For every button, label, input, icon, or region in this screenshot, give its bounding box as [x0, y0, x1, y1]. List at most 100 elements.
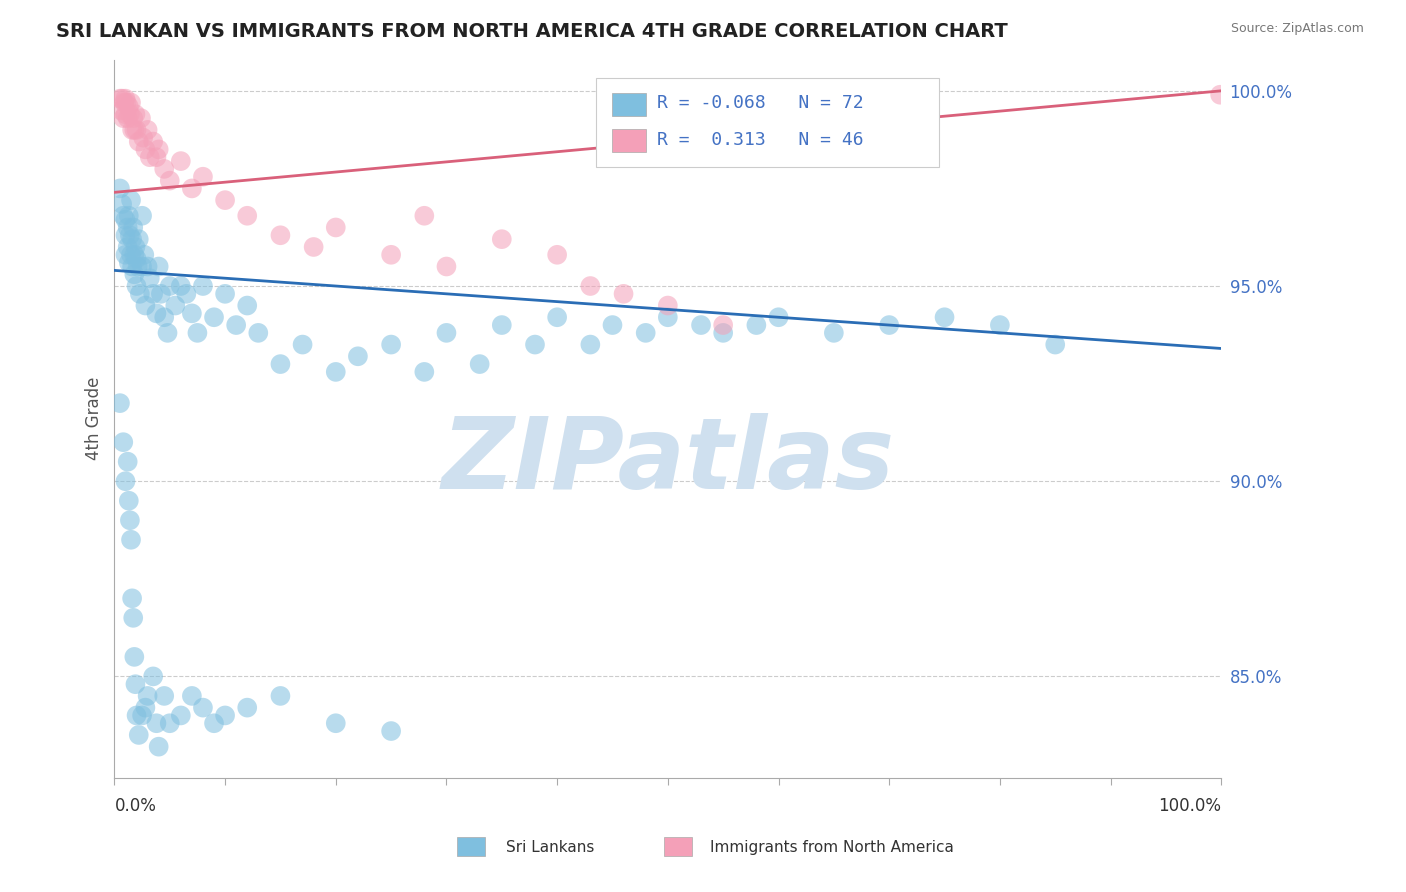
Point	[139, 150, 162, 164]
Point	[128, 135, 150, 149]
Point	[491, 232, 513, 246]
Point	[122, 111, 145, 125]
Point	[112, 95, 135, 110]
Point	[125, 123, 148, 137]
Point	[325, 716, 347, 731]
Point	[131, 209, 153, 223]
Point	[202, 310, 225, 325]
Point	[380, 248, 402, 262]
Bar	[613, 128, 645, 153]
Point	[156, 326, 179, 340]
Point	[191, 169, 214, 184]
Point	[112, 435, 135, 450]
Point	[122, 611, 145, 625]
Point	[129, 111, 152, 125]
Point	[236, 209, 259, 223]
Point	[114, 228, 136, 243]
Point	[225, 318, 247, 332]
Point	[436, 326, 458, 340]
Point	[114, 248, 136, 262]
Point	[823, 326, 845, 340]
Point	[214, 193, 236, 207]
Point	[149, 286, 172, 301]
Point	[413, 209, 436, 223]
Point	[118, 107, 141, 121]
Point	[711, 326, 734, 340]
Text: SRI LANKAN VS IMMIGRANTS FROM NORTH AMERICA 4TH GRADE CORRELATION CHART: SRI LANKAN VS IMMIGRANTS FROM NORTH AMER…	[56, 22, 1008, 41]
Text: Sri Lankans: Sri Lankans	[506, 840, 595, 855]
Point	[380, 724, 402, 739]
Point	[690, 318, 713, 332]
Text: 100.0%: 100.0%	[1159, 797, 1222, 815]
Text: ZIPatlas: ZIPatlas	[441, 413, 894, 510]
Point	[1209, 87, 1232, 102]
Point	[170, 279, 193, 293]
Point	[768, 310, 790, 325]
Point	[124, 677, 146, 691]
Point	[136, 260, 159, 274]
Point	[711, 318, 734, 332]
Point	[491, 318, 513, 332]
Point	[117, 111, 139, 125]
Point	[612, 286, 634, 301]
Point	[524, 337, 547, 351]
Point	[142, 286, 165, 301]
Bar	[613, 93, 645, 116]
Point	[1045, 337, 1067, 351]
Point	[191, 279, 214, 293]
Point	[145, 150, 167, 164]
Point	[131, 260, 153, 274]
Point	[236, 700, 259, 714]
Point	[118, 513, 141, 527]
Point	[468, 357, 491, 371]
Point	[121, 123, 143, 137]
Point	[159, 716, 181, 731]
Point	[546, 248, 568, 262]
Point	[153, 689, 176, 703]
Point	[145, 716, 167, 731]
Point	[269, 689, 291, 703]
Point	[579, 279, 602, 293]
Bar	[457, 837, 485, 856]
Point	[118, 99, 141, 113]
Point	[877, 318, 900, 332]
Point	[111, 92, 134, 106]
Point	[202, 716, 225, 731]
Point	[124, 123, 146, 137]
Point	[325, 220, 347, 235]
Point	[125, 252, 148, 266]
Y-axis label: 4th Grade: 4th Grade	[86, 377, 103, 460]
Text: Source: ZipAtlas.com: Source: ZipAtlas.com	[1230, 22, 1364, 36]
Point	[124, 268, 146, 282]
Point	[269, 228, 291, 243]
Point	[634, 326, 657, 340]
Point	[269, 357, 291, 371]
Point	[124, 107, 146, 121]
Text: R = -0.068   N = 72: R = -0.068 N = 72	[657, 95, 863, 112]
Bar	[664, 837, 692, 856]
Point	[132, 130, 155, 145]
Point	[745, 318, 768, 332]
Point	[124, 240, 146, 254]
Point	[134, 700, 156, 714]
Point	[148, 142, 170, 156]
Point	[128, 728, 150, 742]
Point	[180, 689, 202, 703]
Point	[127, 260, 149, 274]
Point	[110, 103, 132, 118]
Point	[413, 365, 436, 379]
Point	[186, 326, 208, 340]
Point	[121, 260, 143, 274]
Point	[546, 310, 568, 325]
Point	[114, 92, 136, 106]
Point	[136, 123, 159, 137]
Point	[125, 708, 148, 723]
Point	[117, 240, 139, 254]
Text: 0.0%: 0.0%	[114, 797, 156, 815]
Point	[247, 326, 270, 340]
Point	[117, 455, 139, 469]
Point	[170, 154, 193, 169]
Point	[120, 193, 142, 207]
Point	[302, 240, 325, 254]
Point	[142, 135, 165, 149]
